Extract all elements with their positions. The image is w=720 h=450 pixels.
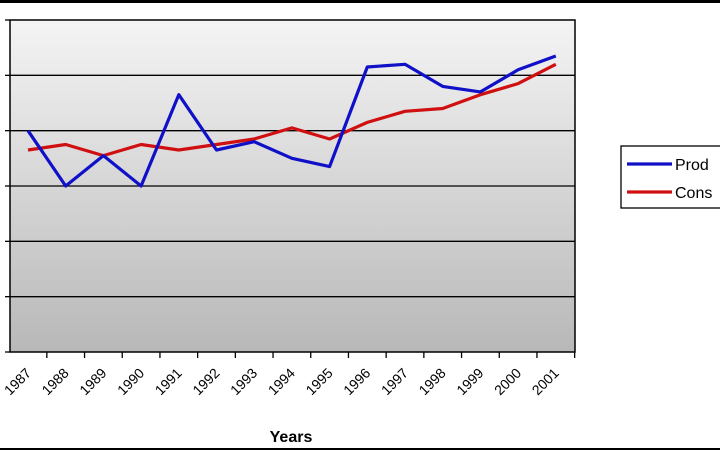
x-tick-label: 1989 xyxy=(76,365,109,398)
x-tick-labels: 1987 1988 1989 1990 1991 1992 1993 1994 1995 1996… xyxy=(1,365,562,398)
x-tick-label: 1993 xyxy=(227,365,260,398)
x-tick-label: 1996 xyxy=(340,365,373,398)
x-tick-label: 1987 xyxy=(1,365,34,398)
legend-box xyxy=(620,145,720,209)
gridlines xyxy=(10,74,575,298)
x-axis-title: Years xyxy=(270,429,313,446)
x-tick-label: 1990 xyxy=(114,365,147,398)
legend: Prod Cons xyxy=(620,145,720,209)
x-tick-label: 1994 xyxy=(265,365,298,398)
x-tick-label: 1995 xyxy=(302,365,335,398)
x-tick-label: 1999 xyxy=(453,365,486,398)
x-tick-label: 1997 xyxy=(378,365,411,398)
x-tick-label: 2001 xyxy=(529,365,562,398)
legend-label-cons: Cons xyxy=(675,185,712,202)
series-lines xyxy=(26,54,557,188)
x-tick-label: 1998 xyxy=(415,365,448,398)
x-tick-label: 2000 xyxy=(491,365,524,398)
axes xyxy=(5,19,576,358)
series-line-prod xyxy=(26,54,557,188)
x-tick-label: 1988 xyxy=(38,365,71,398)
legend-label-prod: Prod xyxy=(675,157,709,174)
series-line-cons xyxy=(27,62,557,158)
x-tick-label: 1992 xyxy=(189,365,222,398)
x-tick-label: 1991 xyxy=(152,365,185,398)
